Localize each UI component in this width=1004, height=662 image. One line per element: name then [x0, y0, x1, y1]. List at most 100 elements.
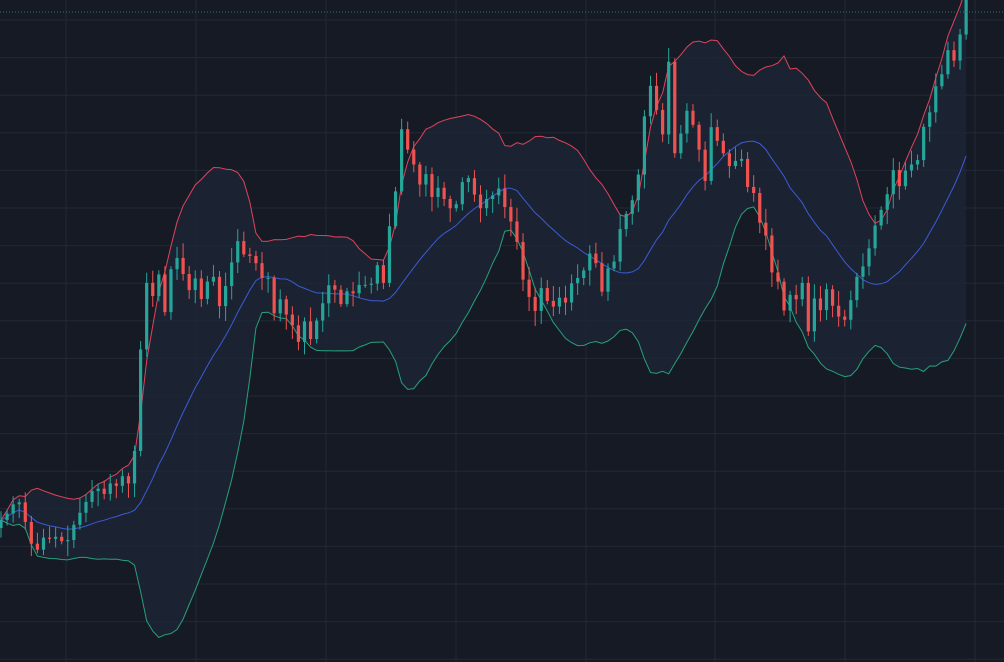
candle-body	[533, 296, 537, 311]
candle	[569, 274, 574, 311]
candle-body	[764, 222, 768, 236]
candle-body	[272, 278, 276, 314]
candle	[861, 253, 865, 289]
candle-body	[308, 321, 313, 340]
candle	[345, 287, 349, 307]
candle-body	[424, 174, 428, 185]
candle	[381, 259, 386, 290]
candle	[667, 47, 671, 145]
candle	[126, 472, 131, 498]
candle-body	[187, 274, 191, 291]
candle	[23, 492, 27, 530]
candle-body	[448, 199, 452, 209]
candle-body	[217, 276, 222, 307]
candle-body	[375, 265, 379, 284]
candle	[460, 177, 464, 211]
candle	[806, 276, 810, 336]
candle-body	[193, 278, 197, 291]
candle	[448, 195, 452, 222]
candle-body	[915, 160, 920, 165]
candle-body	[66, 540, 70, 542]
candle-body	[369, 283, 373, 285]
candle-body	[430, 174, 434, 197]
candle	[636, 169, 640, 213]
candle-body	[266, 278, 270, 280]
candle-body	[72, 524, 76, 541]
candle	[351, 281, 355, 307]
candle-body	[897, 170, 901, 187]
candle	[454, 200, 458, 212]
candle-body	[527, 279, 531, 297]
candle-body	[800, 282, 804, 300]
candle-body	[230, 262, 234, 287]
candle	[909, 150, 914, 178]
candle-body	[47, 537, 52, 539]
candle	[612, 255, 616, 272]
candle-body	[612, 261, 616, 269]
candle	[472, 170, 477, 202]
candle	[922, 123, 926, 168]
candle-body	[812, 298, 816, 332]
candle	[521, 233, 525, 292]
candle-body	[497, 188, 501, 196]
candle-body	[54, 536, 58, 539]
candle-body	[806, 282, 810, 332]
candle-body	[563, 297, 568, 303]
candle-body	[521, 241, 525, 280]
candle	[424, 165, 428, 197]
candle-body	[333, 285, 337, 290]
candle	[139, 341, 143, 457]
candle	[837, 290, 841, 327]
candle	[412, 141, 416, 173]
candle	[679, 124, 683, 159]
candle-body	[873, 225, 877, 249]
candle	[928, 105, 932, 142]
candle	[466, 175, 470, 193]
candle-body	[582, 270, 586, 279]
candle	[393, 186, 398, 229]
candle-body	[393, 191, 398, 227]
candle	[78, 498, 82, 530]
candle	[96, 484, 100, 507]
candle	[830, 285, 835, 318]
candle-body	[673, 61, 677, 154]
candle-body	[600, 263, 604, 292]
candle	[545, 280, 549, 305]
candle	[509, 198, 513, 237]
candle	[563, 285, 568, 315]
candle	[885, 186, 889, 225]
candle	[333, 279, 337, 303]
candle	[764, 208, 768, 251]
candle	[193, 270, 197, 304]
candle-body	[114, 483, 118, 486]
candle-body	[928, 112, 932, 127]
candle	[102, 480, 106, 500]
candle	[824, 283, 829, 321]
candle	[266, 272, 270, 293]
candle	[272, 275, 276, 321]
candle-body	[284, 299, 288, 315]
candle-body	[594, 253, 598, 264]
candle-body	[11, 504, 15, 514]
candle	[108, 474, 112, 501]
candle-body	[223, 286, 228, 307]
candle	[290, 306, 294, 339]
candle-body	[782, 281, 786, 311]
candle-body	[830, 289, 835, 306]
candle	[958, 28, 962, 70]
candle-body	[205, 281, 209, 299]
candle	[418, 161, 422, 197]
candle-body	[242, 241, 246, 255]
candle-body	[321, 303, 325, 321]
candle-body	[843, 316, 847, 320]
candle	[752, 175, 756, 202]
candle-body	[824, 289, 829, 311]
candle	[818, 285, 823, 322]
candle-body	[642, 116, 647, 175]
candle	[339, 285, 343, 308]
candle	[436, 176, 440, 208]
candle-body	[381, 265, 386, 283]
